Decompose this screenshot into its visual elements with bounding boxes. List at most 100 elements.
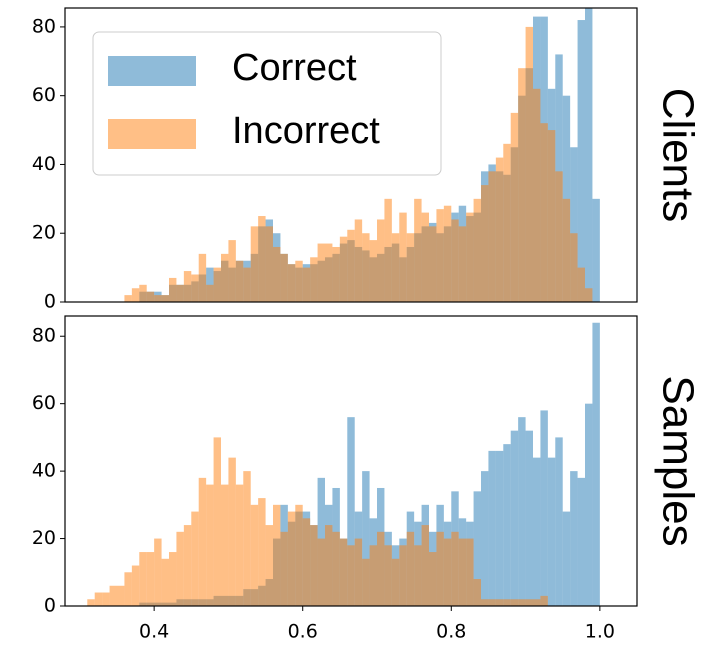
bar [399,545,407,606]
bar [109,585,117,606]
x-tick-label: 0.8 [436,621,466,643]
bars [87,322,600,606]
bar [265,226,273,302]
panel-label: Samples [653,375,702,546]
bar [533,88,541,302]
bar [339,538,348,606]
bar [154,295,162,302]
bar [317,243,325,302]
bar [585,403,593,606]
bar [510,112,519,302]
bar [429,226,437,302]
bar [265,525,273,606]
bar [414,545,422,606]
bar [533,457,541,606]
bar [510,430,519,606]
bar [481,471,489,606]
bar [525,26,533,302]
y-tick-label: 80 [32,325,56,347]
x-tick-label: 0.4 [139,621,169,643]
y-tick-label: 80 [32,15,56,37]
bar [369,545,377,606]
bar [421,212,429,302]
bar [198,253,207,302]
bar [555,171,563,302]
bar [451,219,459,302]
bar [139,552,147,606]
y-tick-label: 20 [32,222,56,244]
bar [131,288,140,302]
panel-label: Clients [653,88,702,223]
bar [302,518,311,606]
bar [547,130,556,302]
x-tick-label: 0.6 [288,621,318,643]
bar [131,565,140,606]
bar [369,240,377,302]
bar [488,450,496,606]
bar [525,430,533,606]
bar [503,599,511,606]
bar [525,599,533,606]
bar [577,267,585,302]
panel: 0 20 40 60 80 0.4 0.6 0.8 1.0 Samples [32,315,702,643]
bar [213,437,221,606]
bar [325,243,333,302]
bar [451,531,459,606]
bar [146,552,155,606]
bar [562,511,571,606]
x-tick-label: 1.0 [585,621,615,643]
bar [585,288,593,302]
bar [495,157,504,302]
legend-label: Incorrect [232,110,380,152]
legend-swatch [108,119,196,149]
bar [377,219,385,302]
bar [221,253,229,302]
bar [310,257,318,302]
bar [161,558,169,606]
bar [102,592,110,606]
bar [443,538,452,606]
y-tick-label: 20 [32,527,56,549]
bar [481,185,489,302]
y-tick-label: 0 [44,291,56,313]
bar [414,198,422,302]
bar [161,295,169,302]
bar [228,240,236,302]
bar [570,471,578,606]
bar [235,260,244,302]
bar [258,216,266,302]
bar [94,592,103,606]
bar [117,585,125,606]
bar [191,511,199,606]
bar [280,531,288,606]
bar [124,295,132,302]
bar [488,599,496,606]
bar [221,484,229,606]
bar [325,525,333,606]
y-tick-label: 40 [32,153,56,175]
bar [287,264,296,302]
bar [176,284,184,302]
bar [481,599,489,606]
bar [555,437,563,606]
legend-swatch [108,56,196,86]
bar [332,531,340,606]
bars [124,8,600,302]
bar [176,531,184,606]
y-tick-label: 60 [32,84,56,106]
bar [466,538,474,606]
bar [570,233,578,302]
y-tick-label: 40 [32,460,56,482]
bar [495,450,504,606]
bar [384,545,392,606]
bar [295,504,303,606]
bar [495,599,504,606]
bar [458,226,467,302]
bar [295,260,303,302]
bar [384,198,392,302]
bar [250,504,259,606]
bar [206,284,214,302]
bar [347,229,355,302]
bar [87,599,95,606]
bar [391,233,400,302]
